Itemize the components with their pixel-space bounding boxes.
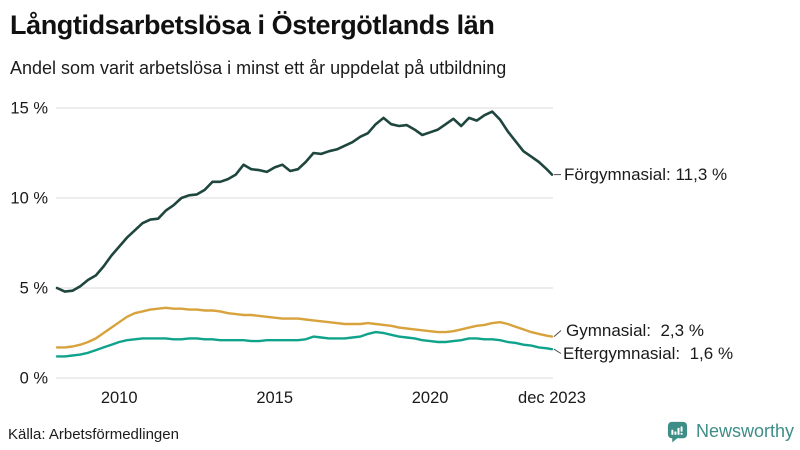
x-tick-label: 2010 (101, 389, 138, 407)
y-tick-label: 0 % (20, 370, 49, 388)
source-attribution: Källa: Arbetsförmedlingen (8, 426, 179, 443)
series-line-förgymnasial (55, 110, 554, 293)
y-tick-label: 5 % (20, 280, 49, 298)
series-line-eftergymnasial (55, 330, 554, 358)
series-end-label-forgymnasial: Förgymnasial: 11,3 % (564, 165, 728, 184)
y-tick-label: 15 % (10, 100, 48, 118)
x-tick-label: dec 2023 (518, 389, 586, 407)
page-subtitle: Andel som varit arbetslösa i minst ett å… (10, 58, 507, 78)
series-line-gymnasial (55, 306, 554, 349)
newsworthy-brand-name: Newsworthy (695, 421, 794, 441)
series-end-label-gymnasial: Gymnasial: 2,3 % (566, 321, 704, 340)
x-tick-label: 2020 (412, 389, 449, 407)
x-tick-label: 2015 (256, 389, 293, 407)
y-tick-label: 10 % (10, 190, 48, 208)
end-label-connector (553, 348, 562, 354)
end-label-connector (553, 330, 562, 337)
series-end-label-eftergymnasial: Eftergymnasial: 1,6 % (563, 344, 734, 363)
newsworthy-speech-bubble-bar-chart-icon (667, 421, 688, 443)
newsworthy-brand-link[interactable]: Newsworthy (666, 420, 794, 443)
page-title: Långtidsarbetslösa i Östergötlands län (10, 10, 495, 40)
